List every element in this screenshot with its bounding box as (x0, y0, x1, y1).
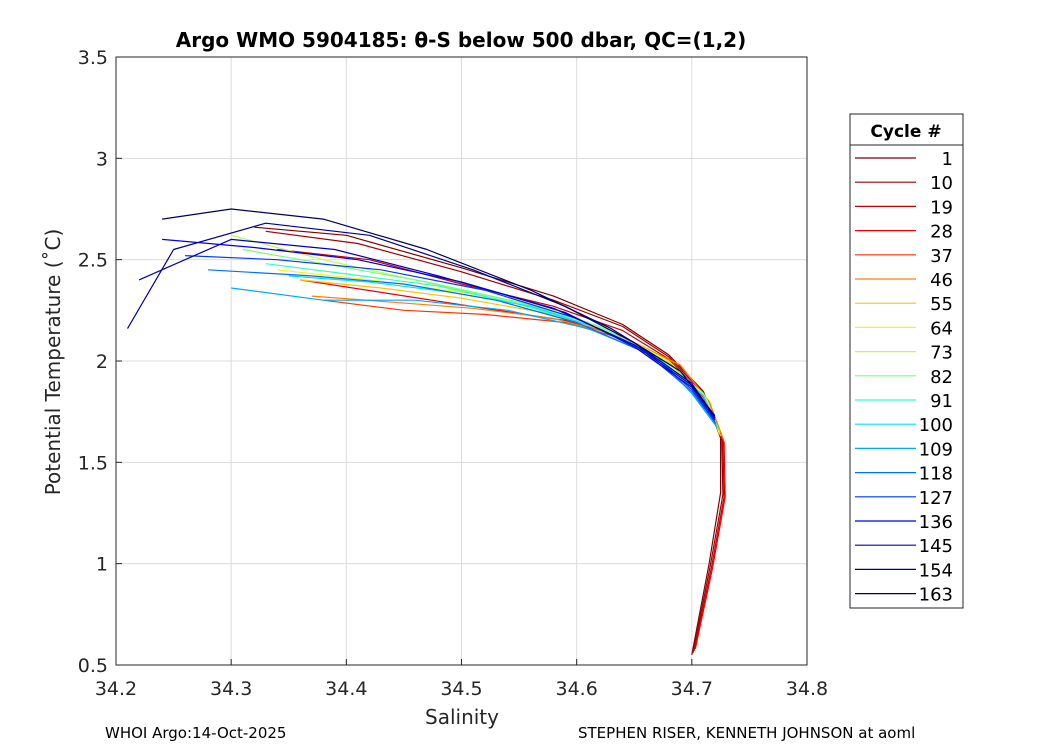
legend-label-118: 118 (919, 464, 953, 485)
legend-entries: 1 10 19 28 37 46 55 64 73 82 91 100 109 118 127 136 145 1… (855, 149, 953, 606)
legend: Cycle # 1 10 19 28 37 46 55 64 73 82 91 100 109 118 12… (849, 113, 964, 609)
x-tick-label: 34.7 (671, 678, 713, 700)
legend-label-10: 10 (930, 173, 953, 194)
x-axis-ticks: 34.2 34.3 34.4 34.5 34.6 34.7 34.8 (95, 659, 828, 700)
legend-label-154: 154 (919, 560, 953, 581)
legend-label-100: 100 (919, 415, 953, 436)
chart-title: Argo WMO 5904185: θ-S below 500 dbar, QC… (176, 28, 746, 52)
legend-title: Cycle # (870, 122, 941, 142)
legend-label-145: 145 (919, 536, 953, 557)
legend-label-46: 46 (930, 270, 953, 291)
footer-credit-date: WHOI Argo:14-Oct-2025 (105, 724, 287, 742)
x-tick-label: 34.2 (95, 678, 137, 700)
series-line-cycle-154 (126, 222, 716, 419)
legend-label-19: 19 (930, 197, 953, 218)
series-line-cycle-145 (138, 238, 716, 419)
legend-label-163: 163 (919, 585, 953, 606)
footer-credit-pis: STEPHEN RISER, KENNETH JOHNSON at aoml (578, 724, 916, 742)
y-tick-label: 1.5 (78, 452, 108, 474)
legend-label-55: 55 (930, 294, 953, 315)
legend-label-136: 136 (919, 512, 953, 533)
y-tick-label: 2 (96, 351, 108, 373)
y-tick-label: 1 (96, 554, 108, 576)
legend-label-64: 64 (930, 318, 953, 339)
y-tick-label: 3.5 (78, 47, 108, 69)
x-tick-label: 34.4 (325, 678, 367, 700)
y-axis-label: Potential Temperature (˚C) (41, 229, 65, 496)
y-tick-label: 2.5 (78, 250, 108, 272)
series-line-cycle-1 (254, 226, 722, 656)
x-tick-label: 34.6 (556, 678, 598, 700)
x-axis-label: Salinity (425, 705, 499, 729)
y-axis-ticks: 0.5 1 1.5 2 2.5 3 3.5 (78, 47, 122, 677)
series-line-cycle-163 (162, 208, 716, 417)
legend-label-73: 73 (930, 343, 953, 364)
legend-label-127: 127 (919, 488, 953, 509)
series-line-cycle-118 (208, 269, 717, 425)
y-tick-label: 3 (96, 148, 108, 170)
series-line-cycle-127 (185, 255, 716, 423)
legend-label-82: 82 (930, 367, 953, 388)
legend-label-109: 109 (919, 439, 953, 460)
y-tick-label: 0.5 (78, 655, 108, 677)
series-lines (126, 208, 726, 656)
x-tick-label: 34.8 (786, 678, 828, 700)
legend-box (849, 113, 964, 609)
x-tick-label: 34.5 (440, 678, 482, 700)
series-line-cycle-10 (265, 230, 724, 653)
legend-label-91: 91 (930, 391, 953, 412)
legend-label-37: 37 (930, 246, 953, 267)
x-tick-label: 34.3 (210, 678, 252, 700)
legend-label-28: 28 (930, 222, 953, 243)
legend-label-1: 1 (942, 149, 953, 170)
